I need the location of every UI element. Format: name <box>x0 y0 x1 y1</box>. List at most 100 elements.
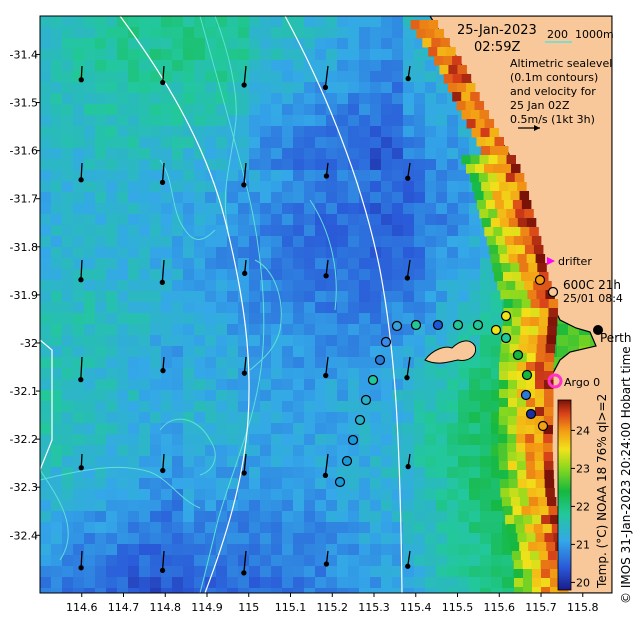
reference-arrow <box>518 125 540 131</box>
velocity-arrow-head <box>159 567 166 574</box>
x-tick-label: 115.1 <box>275 601 307 614</box>
velocity-arrow-head <box>241 370 248 376</box>
colorbar-tick-label: 24 <box>576 424 590 437</box>
velocity-arrow <box>161 162 165 183</box>
glider-position[interactable] <box>334 476 346 488</box>
glider-position[interactable] <box>500 332 512 344</box>
altimetry-note: Altimetric sealevel (0.1m contours) and … <box>510 57 612 131</box>
plot-area[interactable] <box>40 16 613 600</box>
glider-position[interactable] <box>537 420 549 432</box>
svg-text:Altimetric sealevel: Altimetric sealevel <box>510 57 612 70</box>
velocity-arrow-head <box>323 173 330 179</box>
x-tick-label: 115 <box>238 601 259 614</box>
x-tick-label: 115.4 <box>400 601 432 614</box>
glider-position[interactable] <box>490 324 502 336</box>
glider-position[interactable] <box>380 336 392 348</box>
argo-float-marker[interactable] <box>547 373 563 389</box>
glider-position[interactable] <box>374 354 386 366</box>
velocity-arrow <box>243 162 247 185</box>
x-tick-label: 115.7 <box>525 601 557 614</box>
velocity-arrow <box>406 356 411 378</box>
velocity-arrow-head <box>160 367 166 374</box>
glider-position[interactable] <box>367 374 379 386</box>
velocity-arrow-head <box>322 472 329 478</box>
y-tick-label: -31.7 <box>10 193 38 206</box>
velocity-arrow-head <box>241 570 247 576</box>
glider-position[interactable] <box>432 319 444 331</box>
velocity-arrow <box>324 65 329 88</box>
map-time: 02:59Z <box>474 40 520 55</box>
y-tick-label: -32.2 <box>10 433 38 446</box>
x-tick-label: 114.8 <box>150 601 182 614</box>
glider-label-1: 600C 21h <box>563 278 621 292</box>
svg-text:200: 200 <box>547 28 568 41</box>
y-tick-label: -31.5 <box>10 97 38 110</box>
glider-position[interactable] <box>525 408 537 420</box>
glider-track <box>334 274 559 488</box>
velocity-arrow-head <box>323 372 329 379</box>
svg-text:1000m: 1000m <box>575 28 614 41</box>
velocity-arrow <box>161 550 165 571</box>
glider-position[interactable] <box>452 319 464 331</box>
glider-position[interactable] <box>360 394 372 406</box>
glider-position[interactable] <box>521 369 533 381</box>
glider-position[interactable] <box>520 389 532 401</box>
scale-bar: 200 1000m <box>545 28 614 43</box>
velocity-arrow-head <box>159 179 166 186</box>
glider-position[interactable] <box>391 320 403 332</box>
velocity-arrow-head <box>78 77 84 83</box>
y-tick-label: -32.1 <box>10 385 38 398</box>
y-tick-label: -31.4 <box>10 48 38 61</box>
velocity-arrow <box>243 65 247 86</box>
glider-position[interactable] <box>500 310 512 322</box>
glider-position[interactable] <box>547 286 559 298</box>
glider-position[interactable] <box>472 319 484 331</box>
velocity-arrow-head <box>404 275 411 281</box>
velocity-arrow-head <box>405 463 411 470</box>
x-tick-label: 114.6 <box>66 601 98 614</box>
velocity-arrow-head <box>405 563 411 569</box>
velocity-arrow <box>406 259 411 279</box>
velocity-arrow-head <box>241 182 247 188</box>
glider-position[interactable] <box>512 349 524 361</box>
x-tick-label: 115.3 <box>358 601 390 614</box>
glider-position[interactable] <box>534 274 546 286</box>
colorbar-gradient <box>557 399 572 591</box>
x-tick-label: 114.7 <box>108 601 140 614</box>
perth-marker[interactable] <box>593 325 603 335</box>
velocity-arrow-head <box>242 270 248 276</box>
colorbar-label: Temp. (°C) NOAA 18 76% ql>=2 <box>595 394 609 589</box>
map-date: 25-Jan-2023 <box>457 23 537 38</box>
glider-position[interactable] <box>410 319 422 331</box>
velocity-arrow-head <box>78 565 84 571</box>
velocity-arrow <box>162 65 165 83</box>
velocity-arrow <box>243 453 247 474</box>
velocity-arrow <box>243 356 247 374</box>
x-tick-label: 114.9 <box>191 601 223 614</box>
y-tick-label: -31.8 <box>10 241 38 254</box>
credit-text: © IMOS 31-Jan-2023 20:24:00 Hobart time <box>619 346 633 604</box>
velocity-arrow <box>325 356 329 376</box>
velocity-arrow-head <box>322 84 329 90</box>
drifter-label: drifter <box>558 255 592 268</box>
glider-position[interactable] <box>347 434 359 446</box>
y-tick-label: -32.3 <box>10 481 38 494</box>
y-tick-label: -31.9 <box>10 289 38 302</box>
velocity-arrow-head <box>78 377 84 383</box>
velocity-arrow <box>162 453 165 471</box>
velocity-arrow-head <box>405 75 411 82</box>
velocity-arrow-head <box>241 470 247 476</box>
velocity-arrow-head <box>78 465 84 471</box>
glider-position[interactable] <box>354 414 366 426</box>
svg-text:(0.1m contours): (0.1m contours) <box>510 71 598 84</box>
colorbar: 24 23 22 21 20 Temp. (°C) NOAA 18 76% ql>=2 <box>557 394 609 591</box>
velocity-arrow-head <box>159 279 165 285</box>
perth-label: Perth <box>600 331 631 345</box>
velocity-arrow-head <box>78 277 84 283</box>
velocity-arrow-head <box>404 375 410 381</box>
velocity-arrow-head <box>405 175 411 181</box>
velocity-arrows <box>78 65 411 576</box>
glider-position[interactable] <box>341 455 353 467</box>
velocity-arrow <box>80 162 83 180</box>
argo-label: Argo 0 <box>564 376 600 389</box>
